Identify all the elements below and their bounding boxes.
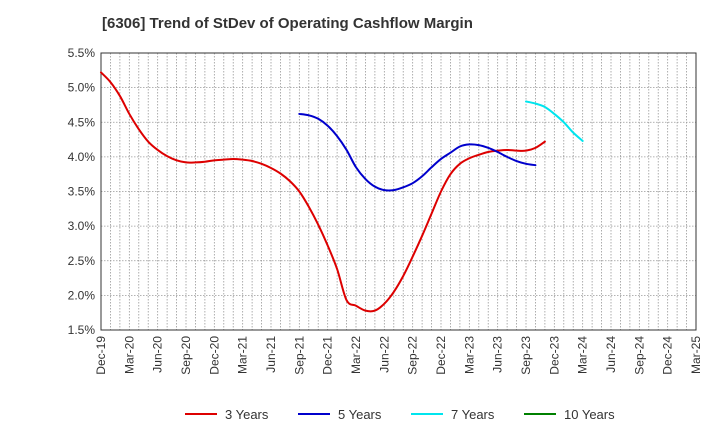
x-tick-label: Jun-20 [151,336,165,373]
x-tick-label: Mar-21 [236,336,250,374]
y-tick-label: 3.5% [68,185,96,199]
x-tick-label: Dec-21 [321,336,335,375]
x-tick-label: Sep-22 [406,336,420,375]
series-line-5-years [298,112,537,192]
x-tick-label: Dec-23 [547,336,561,375]
x-tick-label: Jun-21 [264,336,278,373]
series-line-3-years [100,71,546,313]
x-tick-label: Mar-25 [689,336,703,374]
y-tick-label: 2.5% [68,254,96,268]
y-tick-label: 5.5% [68,46,96,60]
x-tick-label: Mar-24 [576,336,590,374]
x-tick-label: Mar-23 [462,336,476,374]
x-tick-label: Mar-20 [122,336,136,374]
x-tick-label: Dec-24 [661,336,675,375]
chart-title: [6306] Trend of StDev of Operating Cashf… [102,15,473,32]
x-tick-label: Dec-20 [207,336,221,375]
legend-label-5-years: 5 Years [338,407,382,422]
x-tick-label: Jun-23 [491,336,505,373]
x-tick-label: Sep-24 [632,336,646,375]
series-line-7-years [525,100,584,142]
legend-label-7-years: 7 Years [451,407,495,422]
legend-label-10-years: 10 Years [564,407,615,422]
x-tick-label: Jun-24 [604,336,618,373]
x-tick-label: Sep-21 [292,336,306,375]
x-tick-label: Dec-22 [434,336,448,375]
y-tick-label: 4.0% [68,150,96,164]
x-tick-label: Sep-20 [179,336,193,375]
x-tick-label: Sep-23 [519,336,533,375]
y-tick-label: 4.5% [68,115,96,129]
y-tick-label: 5.0% [68,81,96,95]
y-tick-label: 2.0% [68,288,96,302]
plot-border [100,52,697,331]
legend-label-3-years: 3 Years [225,407,269,422]
x-tick-label: Dec-19 [94,336,108,375]
x-tick-label: Mar-22 [349,336,363,374]
y-tick-label: 3.0% [68,219,96,233]
x-tick-label: Jun-22 [377,336,391,373]
y-tick-label: 1.5% [68,323,96,337]
